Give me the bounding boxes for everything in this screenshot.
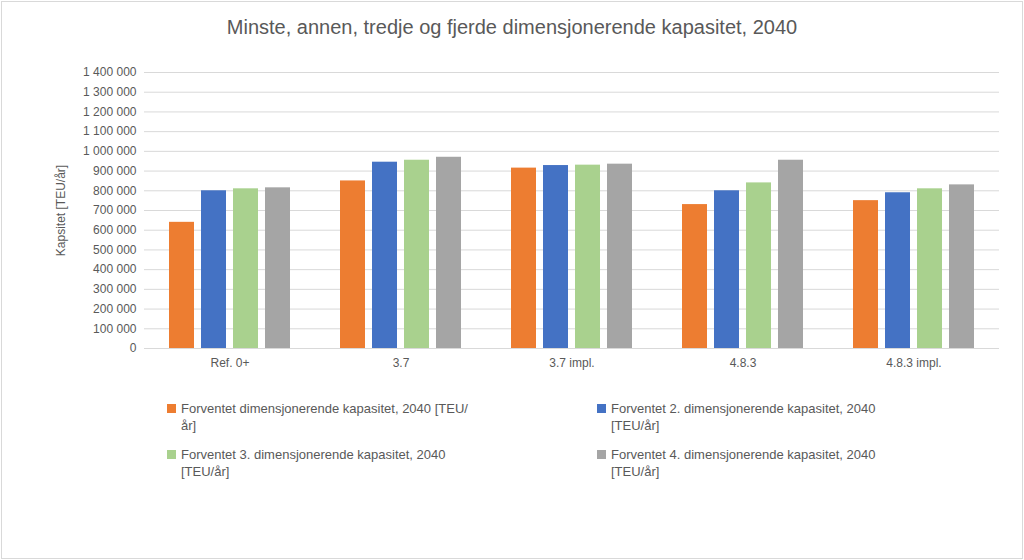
- html-text:Forventet 4. dimensjonerende k: Forventet 4. dimensjonerende kapasitet, …: [611, 447, 876, 479]
- html-text:Forventet 3. dimensjonerende k: Forventet 3. dimensjonerende kapasitet, …: [181, 447, 446, 479]
- svg-text:4.8.3 impl.: 4.8.3 impl.: [886, 356, 941, 370]
- html-text:Minste, annen, tredje og fjerd: Minste, annen, tredje og fjerde dimensjo…: [226, 16, 798, 38]
- svg-text:500 000: 500 000: [93, 243, 137, 257]
- svg-text:200 000: 200 000: [93, 302, 137, 316]
- svg-text:1 400 000: 1 400 000: [83, 65, 137, 79]
- svg-text:700 000: 700 000: [93, 203, 137, 217]
- svg-text:600 000: 600 000: [93, 223, 137, 237]
- svg-text:800 000: 800 000: [93, 184, 137, 198]
- svg-text:1 000 000: 1 000 000: [83, 144, 137, 158]
- svg-text:4.8.3: 4.8.3: [730, 356, 757, 370]
- svg-text:1 100 000: 1 100 000: [83, 124, 137, 138]
- svg-text:1 200 000: 1 200 000: [83, 105, 137, 119]
- svg-text:300 000: 300 000: [93, 282, 137, 296]
- svg-text:3.7: 3.7: [393, 356, 410, 370]
- svg-text:900 000: 900 000: [93, 164, 137, 178]
- svg-text:3.7 impl.: 3.7 impl.: [549, 356, 594, 370]
- html-text:Forventet 2. dimensjonerende k: Forventet 2. dimensjonerende kapasitet, …: [611, 401, 876, 433]
- svg-text:1 300 000: 1 300 000: [83, 85, 137, 99]
- svg-text:0: 0: [130, 341, 137, 355]
- svg-text:100 000: 100 000: [93, 322, 137, 336]
- html-text:Forventet dimensjonerende kapa: Forventet dimensjonerende kapasitet, 204…: [181, 401, 468, 433]
- svg-text:Kapsitet [TEU/år]: Kapsitet [TEU/år]: [54, 165, 68, 256]
- svg-text:400 000: 400 000: [93, 262, 137, 276]
- svg-text:Ref. 0+: Ref. 0+: [210, 356, 249, 370]
